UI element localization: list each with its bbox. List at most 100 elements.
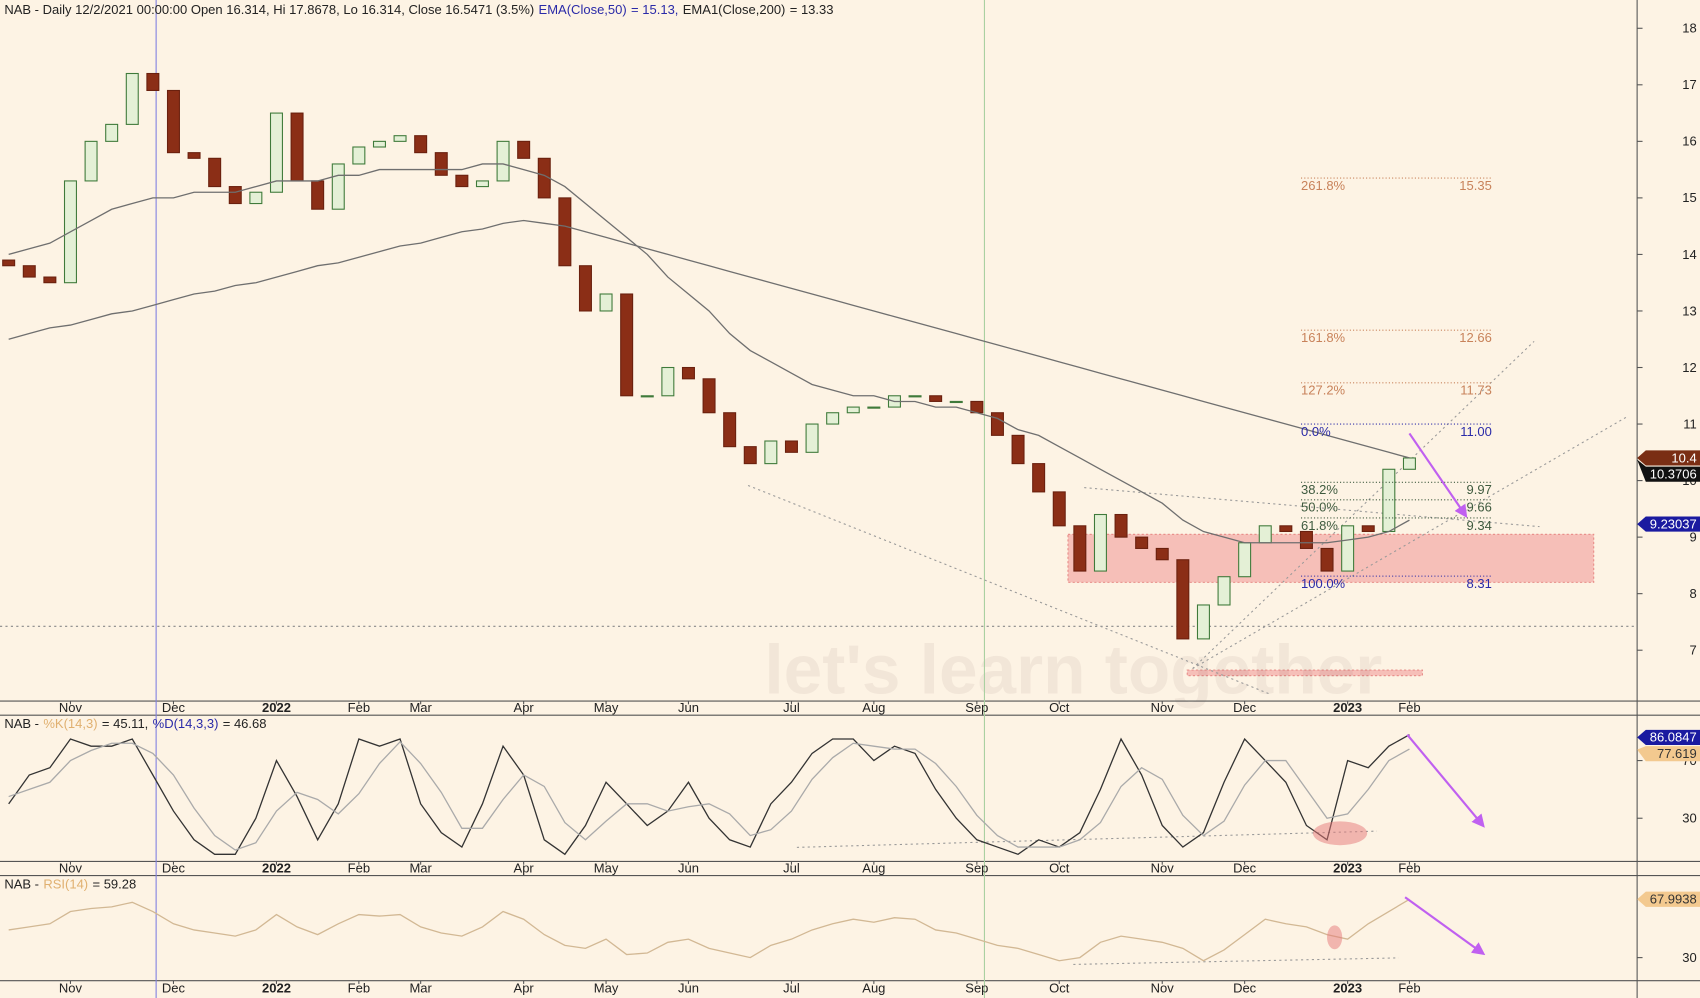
- x-tick-label: Feb: [1398, 860, 1420, 875]
- legend-name: RSI(14): [43, 877, 88, 892]
- fib-level: 127.2%: [1301, 383, 1346, 398]
- legend-value: = 15.13,: [631, 2, 678, 17]
- x-tick-label: 2023: [1333, 860, 1362, 875]
- x-tick-label: Nov: [59, 860, 83, 875]
- x-tick-label: Jun: [678, 860, 699, 875]
- legend-value: = 45.11,: [102, 716, 148, 731]
- candle: [558, 197, 572, 267]
- candle: [1217, 576, 1231, 606]
- x-tick-label: 2022: [262, 981, 291, 996]
- x-tick-label: Nov: [1151, 700, 1175, 715]
- candle: [352, 146, 366, 165]
- candle: [867, 406, 881, 409]
- y-tick-label: 14: [1682, 247, 1696, 262]
- x-tick-label: Nov: [59, 981, 83, 996]
- candle: [1320, 547, 1334, 572]
- x-tick-label: Dec: [162, 981, 186, 996]
- y-tick-label: 17: [1682, 77, 1696, 92]
- candle: [208, 157, 222, 188]
- legend-name: %D(14,3,3): [153, 716, 219, 731]
- y-tick-label: 9: [1690, 529, 1697, 544]
- candle: [331, 163, 345, 210]
- candle: [1382, 468, 1396, 533]
- candle: [805, 423, 819, 453]
- x-tick-label: 2022: [262, 700, 291, 715]
- x-tick-label: Mar: [409, 981, 432, 996]
- candle: [1073, 525, 1087, 572]
- candle: [1196, 604, 1210, 640]
- y-tick-label: 11: [1683, 416, 1697, 431]
- candle: [414, 135, 428, 154]
- header: NAB - Daily 12/2/2021 00:00:00 Open 16.3…: [4, 2, 833, 17]
- watermark: let's learn together: [764, 631, 1382, 709]
- x-tick-label: Feb: [1398, 700, 1420, 715]
- candle: [269, 112, 283, 193]
- fib-value: 15.35: [1459, 178, 1492, 193]
- candle: [1279, 525, 1293, 533]
- x-tick-label: Feb: [1398, 981, 1420, 996]
- candle: [949, 400, 963, 404]
- candle: [681, 366, 695, 380]
- candle: [187, 152, 201, 159]
- candle: [1032, 463, 1046, 493]
- line-series: [8, 219, 1410, 459]
- fib-level: 0.0%: [1301, 424, 1331, 439]
- x-tick-label: May: [594, 981, 619, 996]
- arrows: [1404, 432, 1486, 956]
- x-tick-label: Apr: [514, 700, 535, 715]
- price-tag: [1637, 729, 1700, 745]
- candle: [475, 180, 489, 188]
- x-tick-label: Oct: [1049, 860, 1070, 875]
- x-tick-label: Aug: [862, 860, 885, 875]
- candle: [826, 412, 840, 425]
- candle: [1258, 525, 1272, 544]
- y-tick-label: 8: [1690, 586, 1697, 601]
- candle: [455, 174, 469, 188]
- fib-value: 11.00: [1460, 424, 1492, 439]
- x-tick-label: Jun: [678, 981, 699, 996]
- candle: [599, 293, 613, 312]
- y-tick-label: 30: [1682, 811, 1696, 826]
- x-tick-label: Sep: [965, 860, 988, 875]
- x-tick-label: Apr: [514, 981, 535, 996]
- candle: [578, 265, 592, 312]
- x-tick-label: May: [594, 700, 619, 715]
- x-tick-label: Jun: [678, 700, 699, 715]
- candle: [929, 395, 943, 402]
- price-tag-label: 67.9938: [1650, 892, 1697, 907]
- candle: [764, 440, 778, 465]
- candle: [496, 140, 510, 182]
- legend-value: = 46.68: [223, 716, 267, 731]
- y-tick-label: 7: [1690, 643, 1697, 658]
- x-tick-label: Feb: [348, 860, 370, 875]
- price-tag-label: 86.0847: [1650, 730, 1697, 745]
- x-tick-label: Aug: [862, 700, 885, 715]
- price-tag: [1637, 746, 1700, 762]
- price-tag-label: 9.23037: [1650, 516, 1697, 531]
- candle: [1114, 513, 1128, 538]
- candle: [22, 265, 36, 278]
- title: NAB - Daily 12/2/2021 00:00:00 Open 16.3…: [4, 2, 534, 17]
- x-tick-label: Nov: [1151, 860, 1175, 875]
- candle: [1299, 530, 1313, 549]
- candle: [1341, 525, 1355, 572]
- candle: [311, 180, 325, 210]
- candle: [1155, 547, 1169, 561]
- candle: [125, 72, 139, 125]
- x-tick-label: Apr: [514, 860, 535, 875]
- candle: [661, 366, 675, 397]
- price-tag: [1637, 459, 1700, 482]
- x-tick-label: 2022: [262, 860, 291, 875]
- candle: [372, 140, 386, 148]
- highlight: [1327, 925, 1343, 950]
- line-series: [8, 163, 1410, 544]
- y-tick-label: 13: [1682, 303, 1696, 318]
- price-tag-label: 10.4: [1671, 450, 1696, 465]
- title: NAB -: [4, 877, 39, 892]
- x-tick-label: Dec: [162, 860, 186, 875]
- price-tag: [1637, 891, 1700, 907]
- x-tick-label: May: [594, 860, 619, 875]
- header: NAB - RSI(14) = 59.28: [4, 877, 136, 892]
